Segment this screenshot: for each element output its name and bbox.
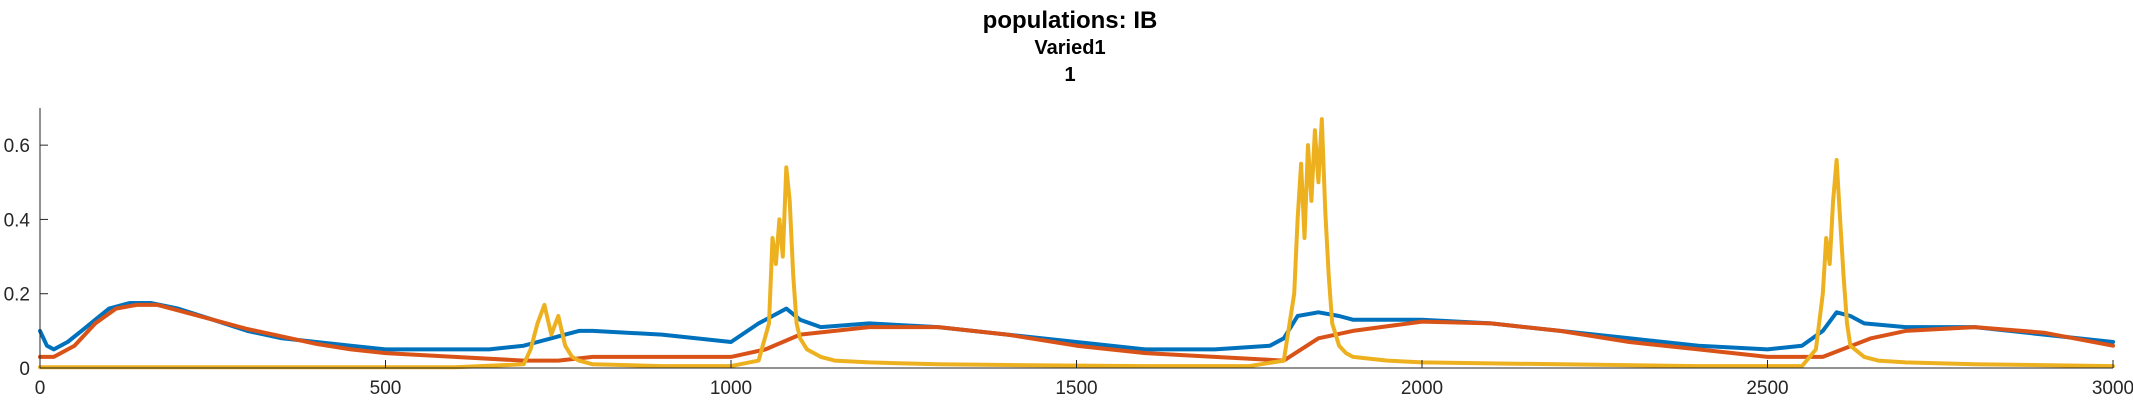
x-tick-label: 2500 bbox=[1746, 378, 1788, 399]
x-tick-label: 0 bbox=[35, 378, 46, 399]
x-tick-label: 1000 bbox=[710, 378, 752, 399]
x-tick-label: 1500 bbox=[1055, 378, 1097, 399]
x-tick-label: 500 bbox=[370, 378, 402, 399]
x-tick-label: 3000 bbox=[2092, 378, 2133, 399]
chart-subtitle-2: 1 bbox=[1064, 64, 1075, 86]
y-tick-label: 0.4 bbox=[4, 210, 31, 231]
chart-subtitle: Varied1 bbox=[1034, 37, 1105, 59]
plot-area: 0 500 1000 1500 2000 2500 3000 0 0.2 0.4 0.6 bbox=[4, 108, 2133, 399]
x-tick-label: 2000 bbox=[1401, 378, 1443, 399]
y-tick-label: 0.6 bbox=[4, 136, 30, 157]
y-tick-label: 0.2 bbox=[4, 285, 30, 306]
chart-title: populations: IB bbox=[983, 7, 1158, 34]
series-line-3 bbox=[38, 117, 2115, 370]
y-tick-label: 0 bbox=[19, 359, 30, 380]
